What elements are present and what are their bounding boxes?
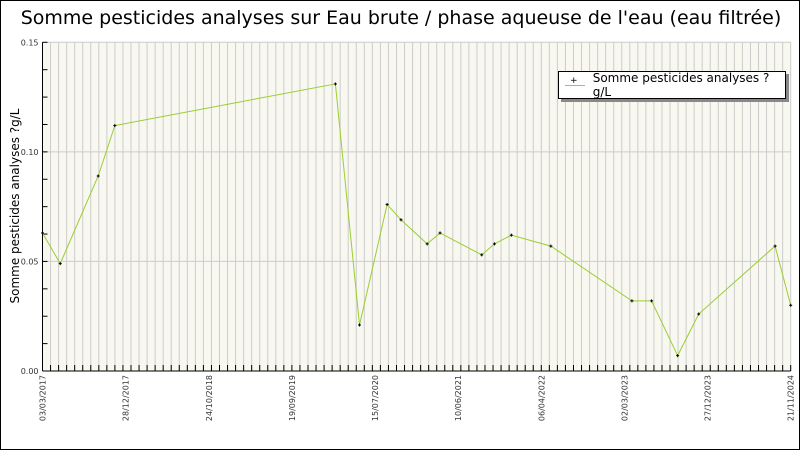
data-point bbox=[509, 233, 513, 237]
data-point bbox=[676, 354, 680, 358]
x-tick-label: 15/07/2020 bbox=[371, 375, 380, 421]
y-tick-label: 0.15 bbox=[21, 38, 39, 47]
data-point bbox=[58, 262, 62, 266]
legend-entry: Somme pesticides analyses ?g/L bbox=[592, 71, 770, 99]
x-tick-label: 24/10/2018 bbox=[205, 375, 214, 421]
data-point bbox=[773, 244, 777, 248]
data-point bbox=[385, 202, 389, 206]
x-tick-label: 10/06/2021 bbox=[454, 375, 463, 421]
data-point bbox=[630, 299, 634, 303]
series-line bbox=[42, 83, 792, 357]
y-tick-label: 0.05 bbox=[21, 257, 39, 266]
data-point bbox=[438, 231, 442, 235]
x-tick-label: 06/04/2022 bbox=[537, 375, 546, 421]
x-tick-label: 28/12/2017 bbox=[122, 375, 131, 421]
x-tick-label: 19/09/2019 bbox=[288, 375, 297, 421]
data-point bbox=[358, 323, 362, 327]
data-point bbox=[399, 218, 403, 222]
x-tick-label: 03/03/2017 bbox=[39, 375, 48, 421]
data-point bbox=[425, 242, 429, 246]
data-point bbox=[480, 253, 484, 257]
data-point bbox=[96, 174, 100, 178]
data-point bbox=[549, 244, 553, 248]
y-axis-label: Somme pesticides analyses ?g/L bbox=[8, 108, 22, 304]
x-tick-label: 21/11/2024 bbox=[787, 375, 796, 421]
chart-title: Somme pesticides analyses sur Eau brute … bbox=[20, 7, 782, 29]
data-point bbox=[789, 303, 793, 307]
data-point bbox=[492, 242, 496, 246]
x-tick-label: 27/12/2023 bbox=[704, 375, 713, 421]
y-tick-label: 0.10 bbox=[21, 148, 39, 157]
legend-marker-icon bbox=[565, 76, 585, 90]
data-point bbox=[697, 312, 701, 316]
data-point bbox=[650, 299, 654, 303]
data-point bbox=[333, 82, 337, 86]
legend: Somme pesticides analyses ?g/L bbox=[558, 71, 786, 99]
data-point bbox=[41, 231, 44, 235]
x-tick-label: 02/03/2023 bbox=[620, 375, 629, 421]
y-tick-label: 0.00 bbox=[21, 367, 39, 376]
data-point bbox=[113, 124, 117, 128]
